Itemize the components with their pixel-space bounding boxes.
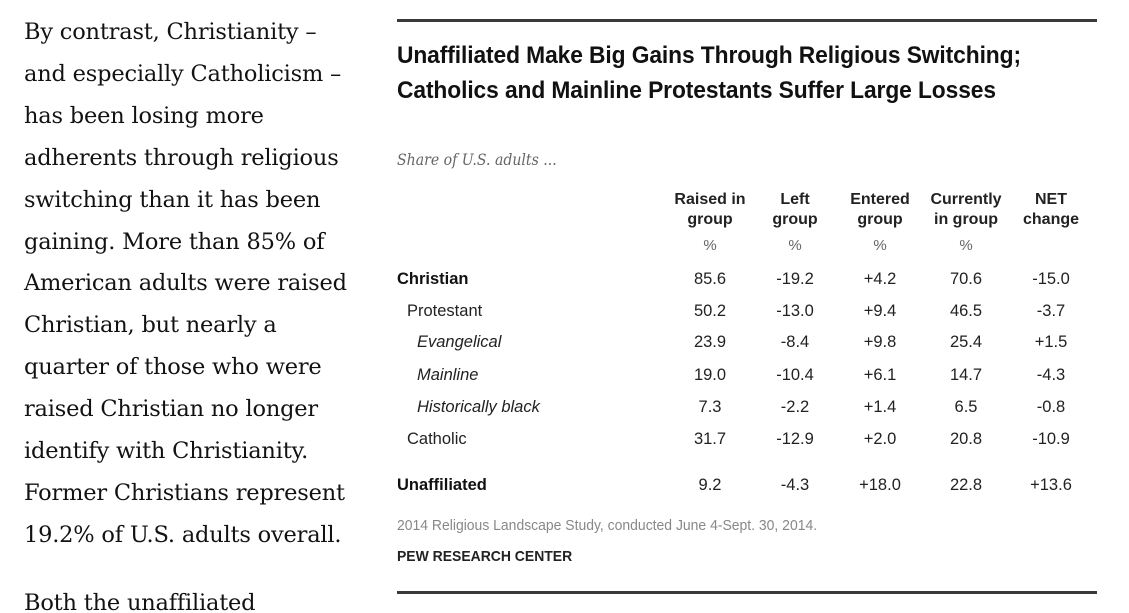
table-row: Historically black 7.3 -2.2 +1.4 6.5 -0.8 xyxy=(397,398,1097,422)
article-line: gaining. More than 85% of xyxy=(24,228,325,255)
pew-figure: Unaffiliated Make Big Gains Through Reli… xyxy=(397,0,1097,600)
table-cell: 19.0 xyxy=(693,366,727,384)
table-cell: 7.3 xyxy=(698,398,722,416)
bottom-rule xyxy=(397,591,1097,594)
top-rule xyxy=(397,19,1097,22)
article-line: and especially Catholicism – xyxy=(24,60,342,87)
unit-label: % xyxy=(873,237,887,254)
figure-source: PEW RESEARCH CENTER xyxy=(397,548,573,565)
column-header: Entered group xyxy=(850,190,910,230)
table-cell: 50.2 xyxy=(693,302,727,320)
table-cell: +9.4 xyxy=(863,302,897,320)
table-row: Protestant 50.2 -13.0 +9.4 46.5 -3.7 xyxy=(397,302,1097,326)
row-label: Evangelical xyxy=(417,333,502,351)
figure-title: Unaffiliated Make Big Gains Through Reli… xyxy=(397,42,1021,104)
article-line: Christian, but nearly a xyxy=(24,312,277,339)
table-cell: 22.8 xyxy=(949,476,983,494)
column-header: Left group xyxy=(772,190,817,230)
table-cell: 46.5 xyxy=(949,302,983,320)
table-row: Mainline 19.0 -10.4 +6.1 14.7 -4.3 xyxy=(397,366,1097,390)
table-cell: 25.4 xyxy=(949,333,983,351)
table-cell: +18.0 xyxy=(859,476,901,494)
table-cell: -2.2 xyxy=(780,398,810,416)
unit-label: % xyxy=(959,237,973,254)
row-label: Christian xyxy=(397,270,469,288)
article-line: adherents through religious xyxy=(24,144,339,171)
article-line: raised Christian no longer xyxy=(24,396,318,423)
article-line: has been losing more xyxy=(24,102,264,129)
article-line: switching than it has been xyxy=(24,186,321,213)
article-line: 19.2% of U.S. adults overall. xyxy=(24,521,342,548)
column-header-line: group xyxy=(687,211,733,228)
table-cell: 70.6 xyxy=(949,270,983,288)
table-cell: -3.7 xyxy=(1036,302,1066,320)
row-label: Catholic xyxy=(407,430,467,448)
table-cell: +6.1 xyxy=(863,366,897,384)
table-cell: 31.7 xyxy=(693,430,727,448)
table-cell: +13.6 xyxy=(1030,476,1072,494)
table-cell: -0.8 xyxy=(1036,398,1066,416)
table-cell: 85.6 xyxy=(693,270,727,288)
row-label: Unaffiliated xyxy=(397,476,487,494)
table-row: Catholic 31.7 -12.9 +2.0 20.8 -10.9 xyxy=(397,430,1097,454)
table-cell: +2.0 xyxy=(863,430,897,448)
table-cell: +1.5 xyxy=(1034,333,1068,351)
column-header-line: Currently xyxy=(930,191,1002,208)
table-cell: 9.2 xyxy=(698,476,722,494)
table-cell: +9.8 xyxy=(863,333,897,351)
table-cell: -10.9 xyxy=(1032,430,1070,448)
article-line: Both the unaffiliated xyxy=(24,589,256,613)
table-cell: -13.0 xyxy=(776,302,814,320)
article-paragraph-partial: Both the unaffiliated xyxy=(24,583,374,613)
table-cell: 6.5 xyxy=(954,398,978,416)
table-cell: -15.0 xyxy=(1032,270,1070,288)
table-cell: -4.3 xyxy=(780,476,810,494)
unit-label: % xyxy=(703,237,717,254)
row-label: Protestant xyxy=(407,302,483,320)
table-cell: -8.4 xyxy=(780,333,810,351)
table-cell: +1.4 xyxy=(863,398,897,416)
table-cell: -19.2 xyxy=(776,270,814,288)
column-header-line: Entered xyxy=(850,191,910,208)
article-line: Former Christians represent xyxy=(24,479,345,506)
column-header-line: Raised in xyxy=(674,191,746,208)
table-cell: 23.9 xyxy=(693,333,727,351)
article-line: quarter of those who were xyxy=(24,354,322,381)
unit-label: % xyxy=(788,237,802,254)
column-header-line: Left xyxy=(780,191,810,208)
column-header: NET change xyxy=(1023,190,1079,230)
row-label: Mainline xyxy=(417,366,479,384)
column-header-line: group xyxy=(772,211,818,228)
table-cell: 20.8 xyxy=(949,430,983,448)
article-text: By contrast, Christianity – and especiall… xyxy=(24,12,374,613)
article-line: American adults were raised xyxy=(24,270,347,297)
column-header-line: change xyxy=(1022,211,1080,228)
article-line: identify with Christianity. xyxy=(24,438,309,465)
table-cell: 14.7 xyxy=(949,366,983,384)
row-label: Historically black xyxy=(417,398,540,416)
table-row: Christian 85.6 -19.2 +4.2 70.6 -15.0 xyxy=(397,270,1097,294)
table-row: Unaffiliated 9.2 -4.3 +18.0 22.8 +13.6 xyxy=(397,476,1097,500)
column-header: Raised in group xyxy=(674,190,745,230)
article-paragraph: By contrast, Christianity – and especiall… xyxy=(24,12,374,557)
column-header-line: NET xyxy=(1034,191,1067,208)
table-cell: -10.4 xyxy=(776,366,814,384)
column-header: Currently in group xyxy=(930,190,1001,230)
table-cell: -12.9 xyxy=(776,430,814,448)
column-header-line: group xyxy=(857,211,903,228)
column-header-line: in group xyxy=(934,211,998,228)
table-cell: -4.3 xyxy=(1036,366,1066,384)
table-row: Evangelical 23.9 -8.4 +9.8 25.4 +1.5 xyxy=(397,333,1097,357)
table-cell: +4.2 xyxy=(863,270,897,288)
article-line: By contrast, Christianity – xyxy=(24,19,317,45)
figure-subtitle: Share of U.S. adults ... xyxy=(397,150,557,169)
figure-note: 2014 Religious Landscape Study, conducte… xyxy=(397,517,818,534)
